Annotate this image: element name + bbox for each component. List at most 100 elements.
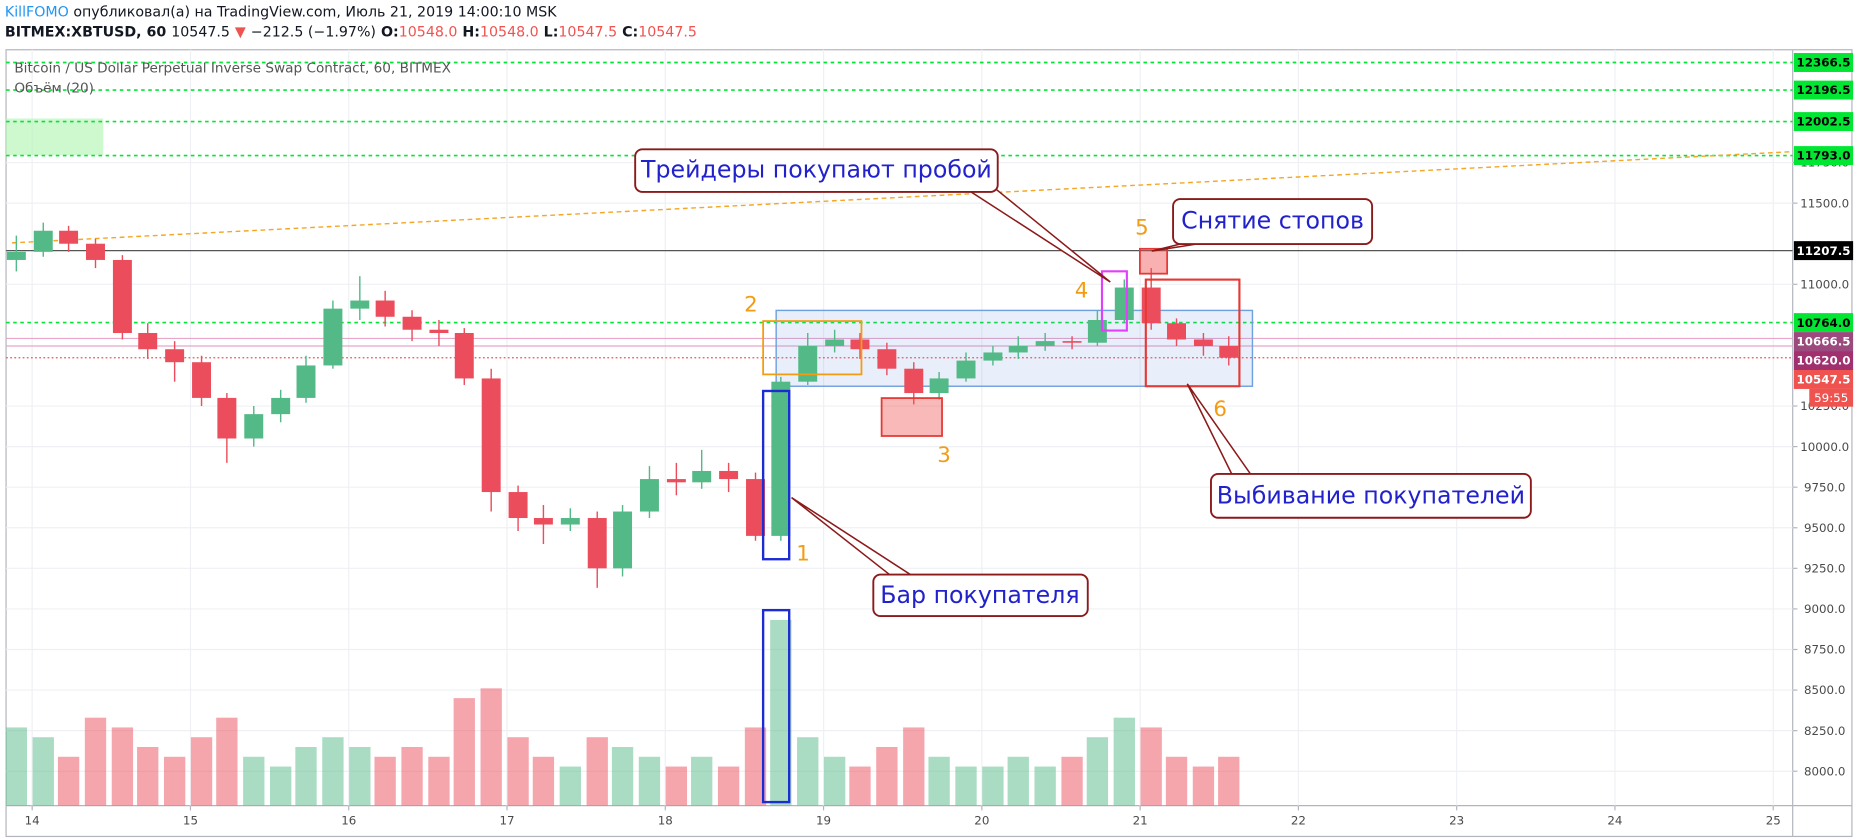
h-label: H: <box>462 25 480 41</box>
volume-bar <box>190 737 213 806</box>
candle-body <box>244 414 264 439</box>
volume-bar <box>84 717 107 806</box>
volume-bar <box>243 756 265 806</box>
o-label: O: <box>381 25 399 41</box>
volume-bar <box>57 756 80 806</box>
volume-bar <box>322 737 344 806</box>
volume-bar <box>216 717 238 806</box>
volume-bar <box>1218 756 1240 806</box>
quote-line: BITMEX:XBTUSD, 60 10547.5 ▼ −212.5 (−1.9… <box>5 25 697 41</box>
y-tick-label: 8250.0 <box>1804 724 1845 738</box>
volume <box>6 619 1240 806</box>
volume-bar <box>1192 766 1215 806</box>
candle-body <box>481 378 501 493</box>
volume-bar <box>559 766 581 806</box>
price-tag-label: 10666.5 <box>1797 335 1851 349</box>
y-tick-label: 9750.0 <box>1804 480 1845 494</box>
candle-body <box>719 470 739 480</box>
candle-body <box>112 259 132 333</box>
candle-body <box>904 368 924 394</box>
price-tag <box>1793 112 1854 132</box>
c-value: 10547.5 <box>638 25 697 41</box>
y-tick-label: 11000.0 <box>1800 277 1849 291</box>
candle-body <box>798 345 818 382</box>
y-tick-label: 10000.0 <box>1800 440 1849 454</box>
x-tick-label: 25 <box>1766 814 1781 828</box>
candle-body <box>1114 287 1134 321</box>
volume-bar <box>638 756 661 806</box>
callout: Выбивание покупателей <box>1210 472 1532 519</box>
candle-body <box>33 230 53 252</box>
candle-body <box>771 381 791 536</box>
volume-bar <box>1007 756 1029 806</box>
candle-body <box>296 365 316 398</box>
candle-body <box>192 362 212 398</box>
price-tag <box>1793 351 1854 370</box>
author: KillFOMO <box>5 5 69 21</box>
price-tag-label: 12002.5 <box>1797 115 1851 129</box>
volume-bar <box>903 727 925 806</box>
volume-bar <box>507 737 529 806</box>
axes: 8000.0 8250.0 8500.0 8750.0 9000.0 9250.0 9500… <box>25 156 1849 828</box>
volume-bar <box>1113 717 1135 806</box>
volume-bar <box>1034 766 1056 806</box>
candle-body <box>850 339 870 350</box>
volume-bar <box>1086 737 1109 806</box>
candle-body <box>323 308 343 366</box>
candle-body <box>613 511 633 569</box>
candle-body <box>639 479 659 512</box>
price-tag <box>1793 241 1854 261</box>
candle-body <box>825 339 845 346</box>
box-3 <box>880 397 943 437</box>
candle-body <box>666 479 686 483</box>
candle-body <box>138 332 158 350</box>
price-tag <box>1793 369 1854 389</box>
volume-bar <box>717 766 740 806</box>
callout-box <box>634 148 999 193</box>
candle-body <box>1193 339 1213 346</box>
price-tag-label: 12366.5 <box>1797 56 1851 70</box>
candle-body <box>402 316 422 330</box>
x-tick-label: 16 <box>341 814 356 828</box>
price-tag-label: 11793.0 <box>1797 149 1851 163</box>
candle-body <box>350 300 370 309</box>
x-tick-label: 17 <box>499 814 514 828</box>
x-tick-label: 21 <box>1133 814 1148 828</box>
y-tick-label: 8500.0 <box>1804 683 1845 697</box>
price-tag <box>1793 332 1854 352</box>
price-tag <box>1793 146 1854 166</box>
change: −212.5 (−1.97%) <box>251 25 376 41</box>
candle-body <box>587 518 607 569</box>
candle-body <box>86 243 105 260</box>
price-tag-label: 11207.5 <box>1797 244 1851 258</box>
candle-body <box>1167 323 1187 340</box>
callout-box <box>1210 472 1532 519</box>
o-value: 10548.0 <box>399 25 458 41</box>
box-volume <box>761 608 791 804</box>
annotations: 1 2 3 4 5 6 Трейдеры покупают пробой Сня… <box>634 148 1532 804</box>
price-tag-label: 10547.5 <box>1797 373 1851 387</box>
candle-body <box>1141 287 1161 324</box>
candle-body <box>1062 341 1082 343</box>
y-tick-label: 8000.0 <box>1804 764 1845 778</box>
volume-bar <box>480 688 502 806</box>
volume-bar <box>744 727 767 806</box>
callout: Снятие стопов <box>1172 198 1374 246</box>
candle-body <box>454 332 474 379</box>
countdown: 59:55 <box>1814 391 1848 405</box>
legend-instrument: Bitcoin / US Dollar Perpetual Inverse Sw… <box>14 60 451 76</box>
label-4: 4 <box>1075 278 1089 303</box>
label-3: 3 <box>937 443 951 468</box>
last: 10547.5 <box>171 25 230 41</box>
price-tag-label: 10764.0 <box>1797 316 1851 330</box>
candle-body <box>165 349 185 363</box>
volume-bar <box>374 756 396 806</box>
volume-bar <box>532 756 555 806</box>
candle-body <box>929 378 949 394</box>
callout-text: Бар покупателя <box>880 581 1079 609</box>
candle-body <box>533 518 553 525</box>
x-tick-label: 22 <box>1291 814 1306 828</box>
arrow: ▼ <box>235 25 246 41</box>
price-tag-label: 10620.0 <box>1797 354 1851 368</box>
